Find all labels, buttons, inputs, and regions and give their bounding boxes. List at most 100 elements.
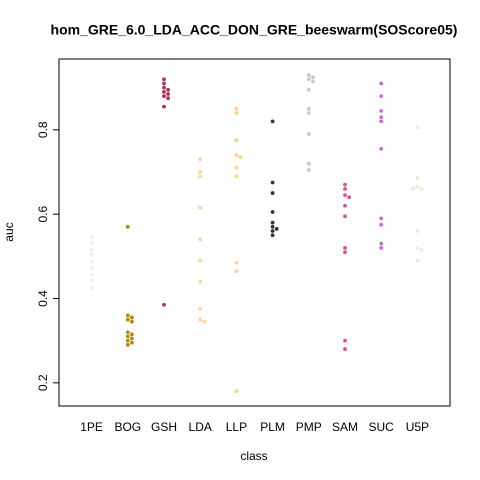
point bbox=[415, 125, 420, 130]
plot-frame bbox=[58, 58, 451, 407]
point bbox=[379, 216, 384, 221]
point bbox=[379, 146, 384, 151]
point bbox=[379, 119, 384, 124]
point bbox=[234, 174, 239, 179]
point bbox=[415, 258, 420, 263]
point bbox=[130, 332, 134, 337]
y-tick-label: 0.2 bbox=[36, 374, 50, 391]
point bbox=[125, 317, 130, 322]
point bbox=[198, 170, 203, 174]
point bbox=[270, 220, 275, 225]
point bbox=[306, 161, 311, 166]
point bbox=[125, 338, 130, 343]
point bbox=[130, 340, 134, 345]
point bbox=[270, 229, 275, 233]
point bbox=[270, 119, 275, 124]
point bbox=[198, 174, 203, 179]
point bbox=[166, 87, 171, 92]
point bbox=[347, 195, 351, 200]
point bbox=[162, 104, 166, 109]
x-axis-label: class bbox=[240, 449, 267, 463]
point bbox=[379, 115, 384, 120]
y-tick-label: 0.8 bbox=[36, 121, 50, 138]
point bbox=[198, 317, 203, 322]
point bbox=[379, 108, 384, 113]
point bbox=[125, 224, 130, 229]
point bbox=[343, 186, 347, 191]
point bbox=[198, 205, 203, 210]
point bbox=[343, 347, 347, 351]
point bbox=[238, 155, 243, 160]
point bbox=[162, 77, 166, 82]
point bbox=[125, 334, 130, 339]
point bbox=[89, 278, 94, 283]
x-tick-label: GSH bbox=[151, 420, 177, 434]
point bbox=[89, 240, 94, 245]
point bbox=[198, 157, 203, 162]
y-axis-label: auc bbox=[2, 222, 16, 241]
point bbox=[270, 180, 275, 185]
point bbox=[89, 248, 94, 252]
point bbox=[306, 111, 311, 115]
point bbox=[89, 259, 94, 264]
point bbox=[234, 138, 239, 143]
point bbox=[89, 265, 94, 270]
point bbox=[166, 92, 171, 96]
point bbox=[343, 250, 347, 255]
point bbox=[306, 167, 311, 172]
point bbox=[198, 307, 203, 311]
point bbox=[270, 224, 275, 229]
point bbox=[166, 96, 171, 101]
point bbox=[379, 245, 384, 250]
point bbox=[162, 81, 166, 86]
point bbox=[379, 94, 384, 99]
point bbox=[234, 165, 239, 170]
point bbox=[379, 81, 384, 86]
point bbox=[415, 229, 420, 233]
point bbox=[379, 241, 384, 246]
point bbox=[311, 75, 315, 80]
point bbox=[343, 338, 347, 343]
point bbox=[162, 85, 166, 90]
point bbox=[379, 222, 384, 227]
point bbox=[162, 89, 166, 94]
x-tick-label: LLP bbox=[226, 420, 247, 434]
point bbox=[343, 214, 347, 219]
point bbox=[306, 73, 311, 77]
point bbox=[130, 336, 134, 341]
point bbox=[415, 245, 420, 250]
point bbox=[125, 342, 130, 347]
point bbox=[343, 193, 347, 198]
point bbox=[125, 313, 130, 318]
point bbox=[306, 87, 311, 92]
point bbox=[343, 245, 347, 250]
x-tick-label: SUC bbox=[369, 420, 395, 434]
point bbox=[89, 252, 94, 257]
point bbox=[162, 302, 166, 307]
point bbox=[270, 191, 275, 195]
x-tick-label: LDA bbox=[189, 420, 212, 434]
point bbox=[419, 248, 424, 252]
point bbox=[234, 111, 239, 115]
point bbox=[130, 319, 134, 324]
point bbox=[234, 153, 239, 158]
x-tick-label: SAM bbox=[332, 420, 358, 434]
point bbox=[162, 94, 166, 99]
point bbox=[198, 279, 203, 284]
point bbox=[411, 186, 416, 191]
point bbox=[415, 184, 420, 189]
x-tick-label: 1PE bbox=[80, 420, 103, 434]
point bbox=[202, 319, 207, 324]
y-tick-label: 0.6 bbox=[36, 205, 50, 222]
point bbox=[198, 237, 203, 242]
point bbox=[311, 79, 315, 84]
point bbox=[198, 258, 203, 263]
point bbox=[306, 106, 311, 111]
point bbox=[419, 186, 424, 191]
x-tick-label: U5P bbox=[406, 420, 429, 434]
chart-title: hom_GRE_6.0_LDA_ACC_DON_GRE_beeswarm(SOS… bbox=[51, 22, 458, 38]
x-tick-label: PLM bbox=[260, 420, 285, 434]
point bbox=[89, 235, 94, 239]
